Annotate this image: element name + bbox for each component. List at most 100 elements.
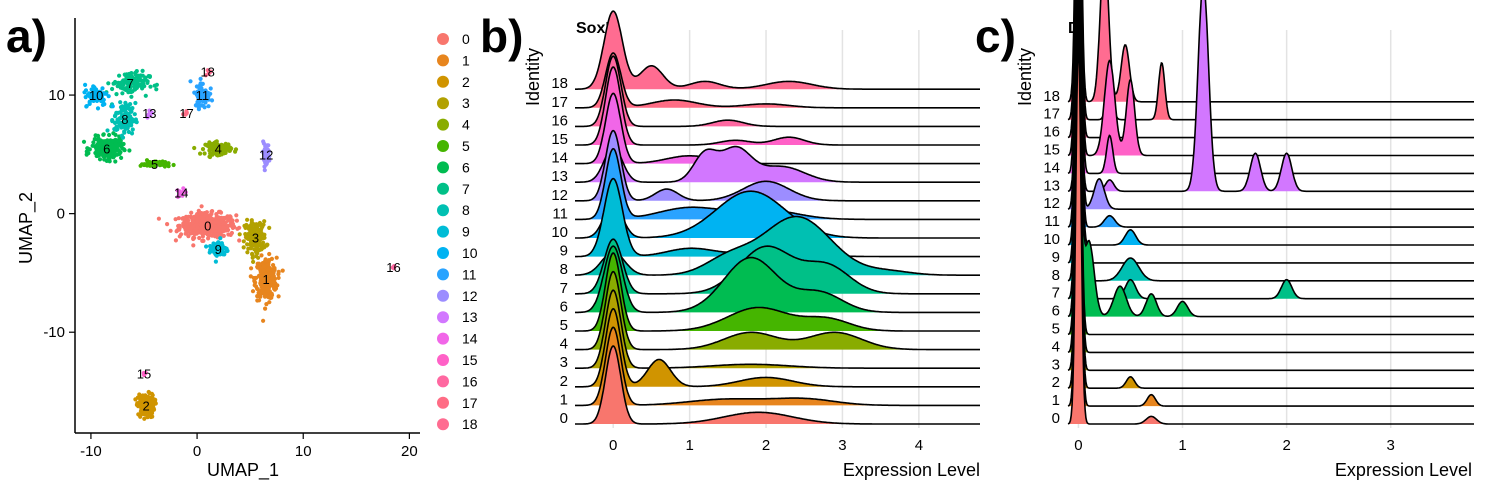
umap-point <box>269 291 274 296</box>
umap-point <box>208 248 213 253</box>
umap-point <box>168 228 173 233</box>
umap-point <box>259 247 264 252</box>
identity-label: 6 <box>1052 303 1060 320</box>
umap-point <box>233 147 239 152</box>
identity-label: 3 <box>1052 356 1060 373</box>
umap-point <box>107 145 112 150</box>
umap-point <box>255 233 260 238</box>
umap-point <box>231 225 236 230</box>
ridge-outline <box>1067 0 1474 282</box>
ridge-outline <box>1067 0 1474 246</box>
umap-point <box>133 70 138 75</box>
umap-point <box>127 123 132 128</box>
umap-cluster-label: 7 <box>127 76 134 91</box>
umap-point <box>392 264 397 269</box>
umap-cluster-label: 13 <box>142 106 156 121</box>
umap-point <box>113 159 118 164</box>
ridge-outline <box>1067 0 1474 175</box>
identity-label: 3 <box>560 354 568 371</box>
umap-point <box>218 225 223 230</box>
umap-cluster-label: 3 <box>252 230 259 245</box>
umap-point <box>215 153 220 158</box>
identity-label: 0 <box>1052 410 1060 427</box>
ridge-outline <box>1067 0 1474 300</box>
umap-point <box>259 290 264 295</box>
umap-point <box>175 194 180 199</box>
identity-label: 2 <box>1052 374 1060 391</box>
umap-point <box>275 283 280 288</box>
umap-point <box>194 212 199 218</box>
umap-point <box>175 188 180 193</box>
ridge-outline <box>1067 0 1474 228</box>
ridge-outline <box>575 52 980 109</box>
legend-swatch <box>437 118 449 131</box>
umap-x-tick-label: -10 <box>80 443 102 460</box>
umap-point <box>191 219 196 225</box>
umap-point <box>186 214 191 219</box>
legend-label: 8 <box>462 202 470 218</box>
umap-cluster-label: 4 <box>215 141 222 156</box>
x-tick-label: 3 <box>838 437 846 454</box>
umap-point <box>103 139 108 144</box>
umap-point <box>276 272 281 277</box>
umap-point <box>115 119 120 124</box>
umap-point <box>148 84 153 89</box>
identity-label: 10 <box>1043 231 1060 248</box>
umap-point <box>181 221 186 226</box>
ridge-fill <box>575 246 980 313</box>
ridge-6 <box>1067 0 1474 318</box>
umap-point <box>258 274 263 279</box>
umap-point <box>115 84 120 89</box>
umap-point <box>129 94 134 99</box>
umap-point <box>110 104 115 109</box>
umap-point <box>208 215 213 220</box>
umap-point <box>262 158 267 163</box>
umap-point <box>201 217 206 222</box>
umap-point <box>197 235 202 241</box>
umap-point <box>131 118 137 123</box>
legend-swatch <box>437 182 449 195</box>
umap-point <box>263 144 268 149</box>
umap-point <box>254 275 259 280</box>
umap-point <box>261 318 266 323</box>
umap-point <box>124 106 129 111</box>
ridge-2 <box>1067 8 1474 389</box>
umap-point <box>201 95 206 100</box>
umap-point <box>119 155 124 160</box>
umap-point <box>173 238 178 243</box>
umap-point <box>120 83 125 88</box>
umap-point <box>156 216 161 221</box>
umap-point <box>214 139 219 144</box>
ridge-7 <box>1067 0 1474 300</box>
umap-point <box>216 215 221 220</box>
umap-point <box>248 246 253 251</box>
umap-point <box>195 99 200 105</box>
umap-point <box>115 152 120 157</box>
umap-point <box>134 78 139 83</box>
ridge-fill <box>575 346 980 424</box>
umap-point <box>97 157 103 162</box>
ridge-outline <box>575 270 980 351</box>
ridge-0 <box>575 345 980 425</box>
umap-point <box>202 223 208 228</box>
umap-point <box>256 238 261 244</box>
umap-point <box>128 102 133 107</box>
umap-point <box>218 210 224 215</box>
legend-label: 2 <box>462 74 470 90</box>
umap-x-tick-label: 10 <box>295 443 312 460</box>
umap-point <box>146 408 151 413</box>
legend-label: 4 <box>462 117 470 133</box>
umap-point <box>119 108 124 113</box>
legend-swatch <box>437 225 449 238</box>
umap-point <box>262 168 267 173</box>
ridge-6 <box>575 245 980 314</box>
umap-point <box>126 129 131 135</box>
ridge-0 <box>1067 44 1474 425</box>
umap-point <box>245 250 250 255</box>
ridge-outline <box>575 145 980 183</box>
legend-label: 14 <box>462 331 478 347</box>
umap-point <box>139 398 144 403</box>
umap-point <box>112 114 118 119</box>
